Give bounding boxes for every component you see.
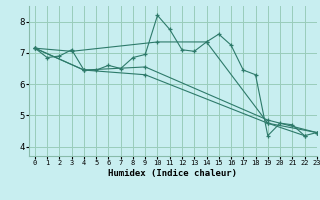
X-axis label: Humidex (Indice chaleur): Humidex (Indice chaleur)	[108, 169, 237, 178]
